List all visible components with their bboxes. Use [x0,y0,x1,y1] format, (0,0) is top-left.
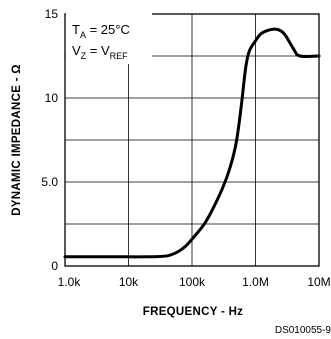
x-axis-label: FREQUENCY - Hz [143,306,243,318]
annotation-box [66,12,152,64]
y-tick-label: 5.0 [41,175,58,189]
x-tick-label: 100k [179,275,206,289]
annotation-temperature: TA = 25°C [72,22,130,40]
x-tick-label: 1.0M [242,275,269,289]
y-tick-label: 15 [45,7,59,21]
y-tick-label: 0 [51,259,58,273]
plot-frame [64,13,320,267]
impedance-curve [63,27,321,259]
y-tick-label: 10 [45,91,59,105]
figure-code: DS010055-9 [275,325,331,336]
x-tick-labels: 1.0k 10k 100k 1.0M 10M [58,275,331,289]
x-tick-label: 10M [307,275,330,289]
annotation-voltage: VZ = VREF [72,43,128,61]
y-axis-label: DYNAMIC IMPEDANCE - Ω [11,64,23,216]
x-tick-label: 10k [119,275,139,289]
grid [65,14,319,266]
x-tick-label: 1.0k [58,275,82,289]
y-tick-labels: 0 5.0 10 15 [41,7,58,273]
